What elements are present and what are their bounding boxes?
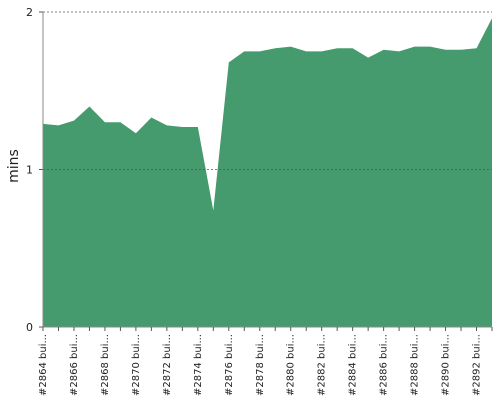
x-tick-label: #2888 bui...	[410, 334, 421, 396]
x-tick-label: #2876 bui...	[224, 334, 235, 396]
x-tick-label: #2892 bui...	[472, 334, 483, 396]
x-tick-label: #2872 bui...	[162, 334, 173, 396]
y-tick-label: 1	[26, 164, 33, 177]
y-axis-label: mins	[6, 149, 22, 183]
y-tick-label: 0	[26, 321, 33, 334]
x-tick-label: #2868 bui...	[100, 334, 111, 396]
x-tick-label: #2870 bui...	[131, 334, 142, 396]
x-tick-label: #2886 bui...	[379, 334, 390, 396]
x-tick-label: #2884 bui...	[348, 334, 359, 396]
x-tick-label: #2882 bui...	[317, 334, 328, 396]
x-tick-label: #2864 bui...	[38, 334, 49, 396]
x-tick-label: #2890 bui...	[441, 334, 452, 396]
x-tick-label: #2878 bui...	[255, 334, 266, 396]
area	[43, 18, 492, 328]
x-tick-label: #2866 bui...	[69, 334, 80, 396]
x-tick-label: #2874 bui...	[193, 334, 204, 396]
x-tick-label: #2880 bui...	[286, 334, 297, 396]
y-tick-label: 2	[26, 6, 33, 19]
